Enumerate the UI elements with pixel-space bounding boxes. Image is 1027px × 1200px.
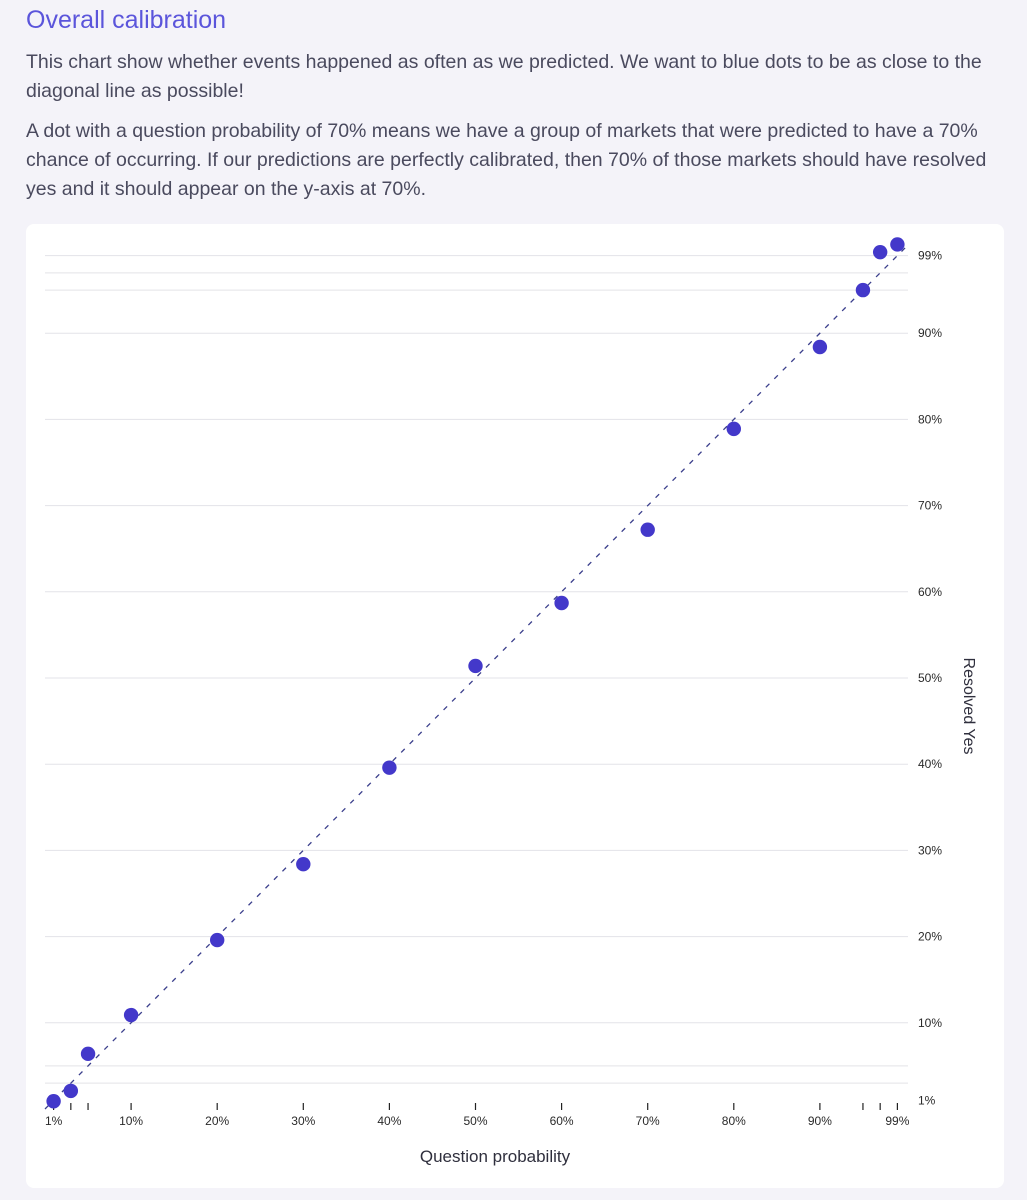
y-tick-label: 50% (918, 671, 942, 685)
calibration-chart: 1% 10% 20% 30% 40% 50% 60% 70% 80% 90% 99% 1% 10% 20… (44, 237, 977, 1166)
x-tick-label: 10% (119, 1114, 143, 1128)
y-tick-label: 40% (918, 757, 942, 771)
y-tick-label: 30% (918, 843, 942, 857)
data-point[interactable] (63, 1083, 79, 1099)
data-point[interactable] (890, 237, 905, 252)
data-point[interactable] (382, 760, 397, 775)
data-point[interactable] (872, 244, 888, 260)
x-tick-label: 70% (636, 1114, 660, 1128)
data-point[interactable] (296, 856, 311, 872)
x-axis-label: Question probability (420, 1147, 571, 1166)
y-tick-label: 90% (918, 326, 942, 340)
page-title: Overall calibration (26, 6, 227, 34)
data-point[interactable] (468, 658, 483, 674)
data-point[interactable] (855, 282, 871, 298)
data-point[interactable] (123, 1007, 139, 1023)
data-points (46, 237, 905, 1109)
x-tick-label: 60% (550, 1114, 574, 1128)
data-point[interactable] (640, 522, 655, 537)
y-tick-label: 20% (918, 930, 942, 944)
x-tick-label: 40% (377, 1114, 401, 1128)
data-point[interactable] (46, 1094, 61, 1109)
grid-lines (45, 255, 908, 1084)
data-point[interactable] (554, 595, 569, 611)
description-paragraph-1: This chart show whether events happened … (26, 51, 982, 102)
x-tick-label: 30% (291, 1114, 315, 1128)
y-tick-label: 10% (918, 1016, 942, 1030)
x-axis-ticks (53, 1103, 898, 1110)
data-point[interactable] (812, 339, 828, 355)
description-paragraph-2: A dot with a question probability of 70%… (26, 120, 987, 200)
y-axis-tick-labels: 1% 10% 20% 30% 40% 50% 60% 70% 80% 90% 99% (918, 249, 942, 1108)
y-tick-label: 60% (918, 585, 942, 599)
y-tick-label: 80% (918, 412, 942, 426)
x-tick-label: 20% (205, 1114, 229, 1128)
x-tick-label: 90% (808, 1114, 832, 1128)
x-tick-label: 80% (722, 1114, 746, 1128)
y-tick-label: 1% (918, 1093, 936, 1107)
x-tick-label: 99% (885, 1114, 909, 1128)
data-point[interactable] (80, 1046, 96, 1062)
chart-card: 1% 10% 20% 30% 40% 50% 60% 70% 80% 90% 99% 1% 10% 20… (26, 224, 1004, 1188)
y-axis-label: Resolved Yes (960, 658, 977, 755)
x-tick-label: 50% (463, 1114, 487, 1128)
x-axis-tick-labels: 1% 10% 20% 30% 40% 50% 60% 70% 80% 90% 99% (45, 1114, 910, 1128)
x-tick-label: 1% (45, 1114, 63, 1128)
y-tick-label: 99% (918, 249, 942, 263)
data-point[interactable] (210, 932, 225, 948)
data-point[interactable] (726, 421, 741, 437)
y-tick-label: 70% (918, 499, 942, 513)
